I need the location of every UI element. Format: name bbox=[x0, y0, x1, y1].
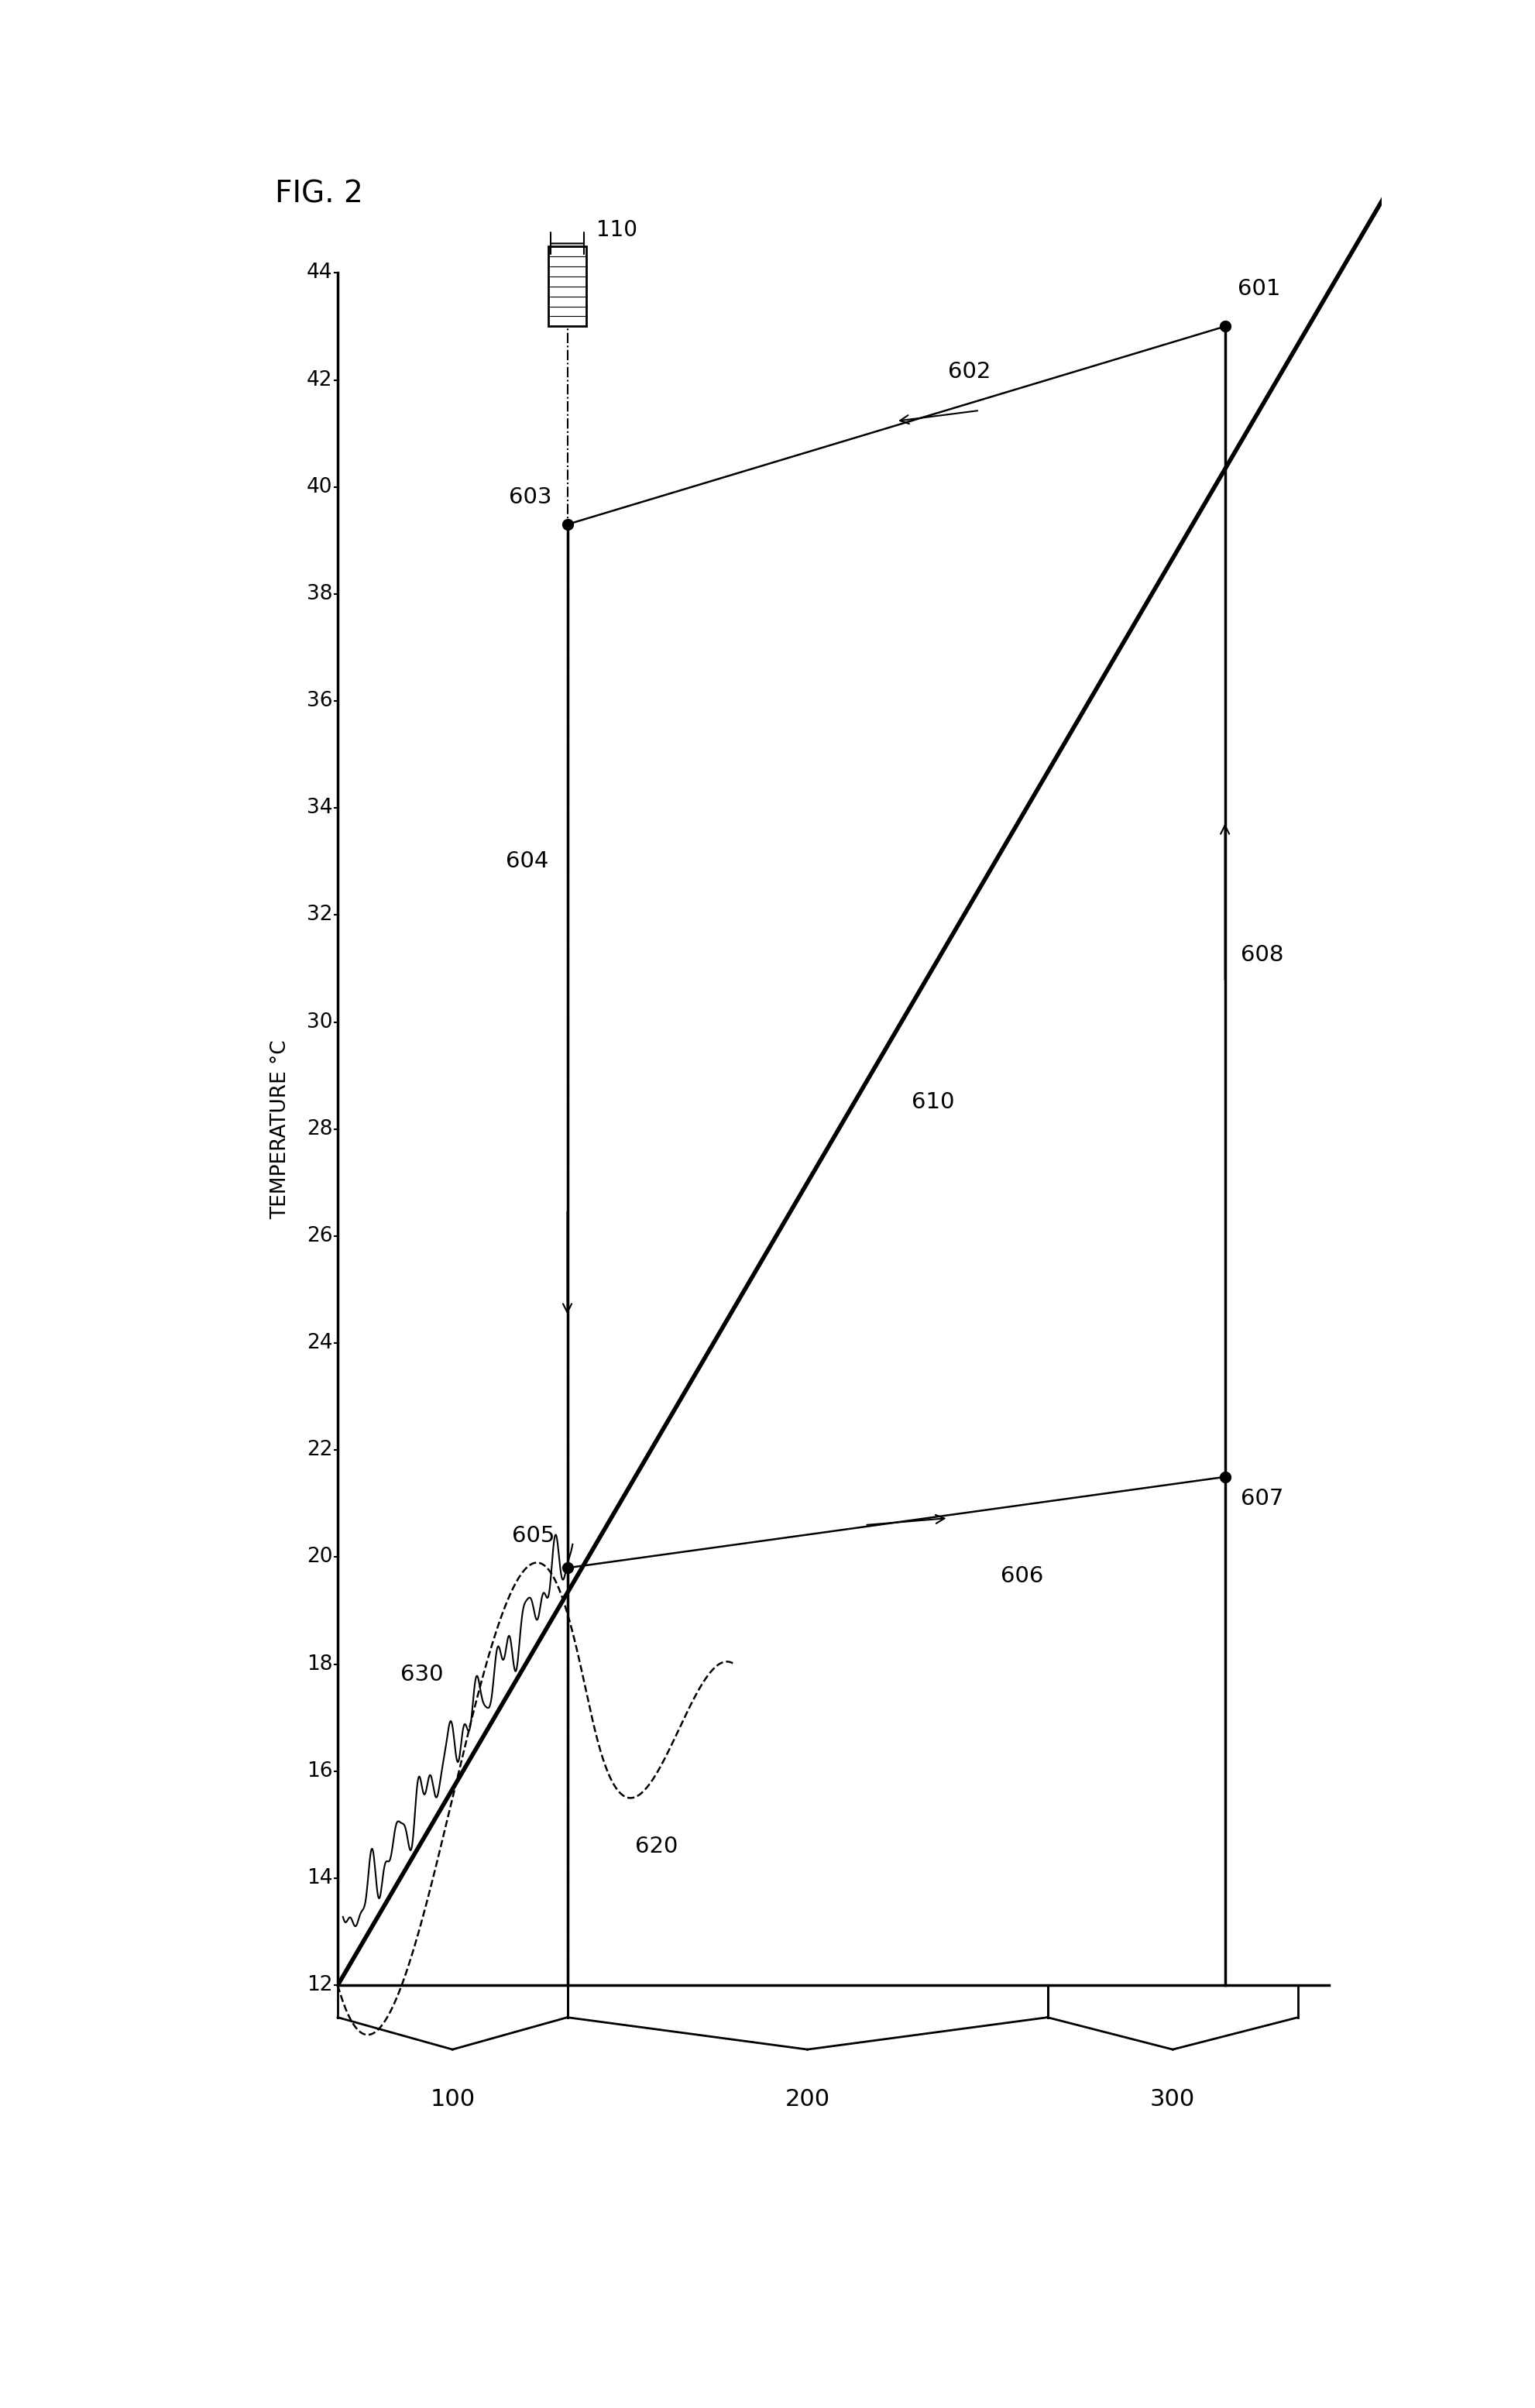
Text: 18: 18 bbox=[307, 1654, 333, 1674]
Text: 610: 610 bbox=[912, 1091, 955, 1112]
Text: 620: 620 bbox=[635, 1835, 678, 1857]
Text: 36: 36 bbox=[307, 691, 333, 710]
Text: 22: 22 bbox=[307, 1440, 333, 1459]
Text: FIG. 2: FIG. 2 bbox=[275, 178, 364, 209]
Text: 20: 20 bbox=[307, 1546, 333, 1568]
Text: 42: 42 bbox=[307, 371, 333, 390]
Text: 16: 16 bbox=[307, 1760, 333, 1782]
Bar bbox=[548, 246, 586, 327]
Text: 200: 200 bbox=[784, 2088, 830, 2109]
Text: 602: 602 bbox=[949, 361, 992, 383]
Text: 40: 40 bbox=[307, 477, 333, 496]
Text: TEMPERATURE °C: TEMPERATURE °C bbox=[270, 1040, 290, 1218]
Text: 30: 30 bbox=[307, 1011, 333, 1033]
Text: 44: 44 bbox=[307, 262, 333, 284]
Text: 28: 28 bbox=[307, 1120, 333, 1139]
Text: 14: 14 bbox=[307, 1869, 333, 1888]
Text: 100: 100 bbox=[430, 2088, 474, 2109]
Text: 38: 38 bbox=[307, 583, 333, 604]
Text: 604: 604 bbox=[505, 850, 548, 872]
Text: 300: 300 bbox=[1150, 2088, 1196, 2109]
Text: 26: 26 bbox=[307, 1226, 333, 1247]
Text: 605: 605 bbox=[513, 1524, 554, 1546]
Text: 603: 603 bbox=[508, 486, 551, 508]
Text: 608: 608 bbox=[1240, 944, 1283, 966]
Text: 34: 34 bbox=[307, 797, 333, 819]
Text: 606: 606 bbox=[1001, 1565, 1044, 1587]
Text: 110: 110 bbox=[597, 219, 637, 241]
Text: 607: 607 bbox=[1240, 1488, 1283, 1510]
Text: 24: 24 bbox=[307, 1334, 333, 1353]
Text: 601: 601 bbox=[1237, 277, 1280, 299]
Text: 630: 630 bbox=[401, 1664, 444, 1686]
Text: 12: 12 bbox=[307, 1975, 333, 1996]
Text: 32: 32 bbox=[307, 905, 333, 925]
